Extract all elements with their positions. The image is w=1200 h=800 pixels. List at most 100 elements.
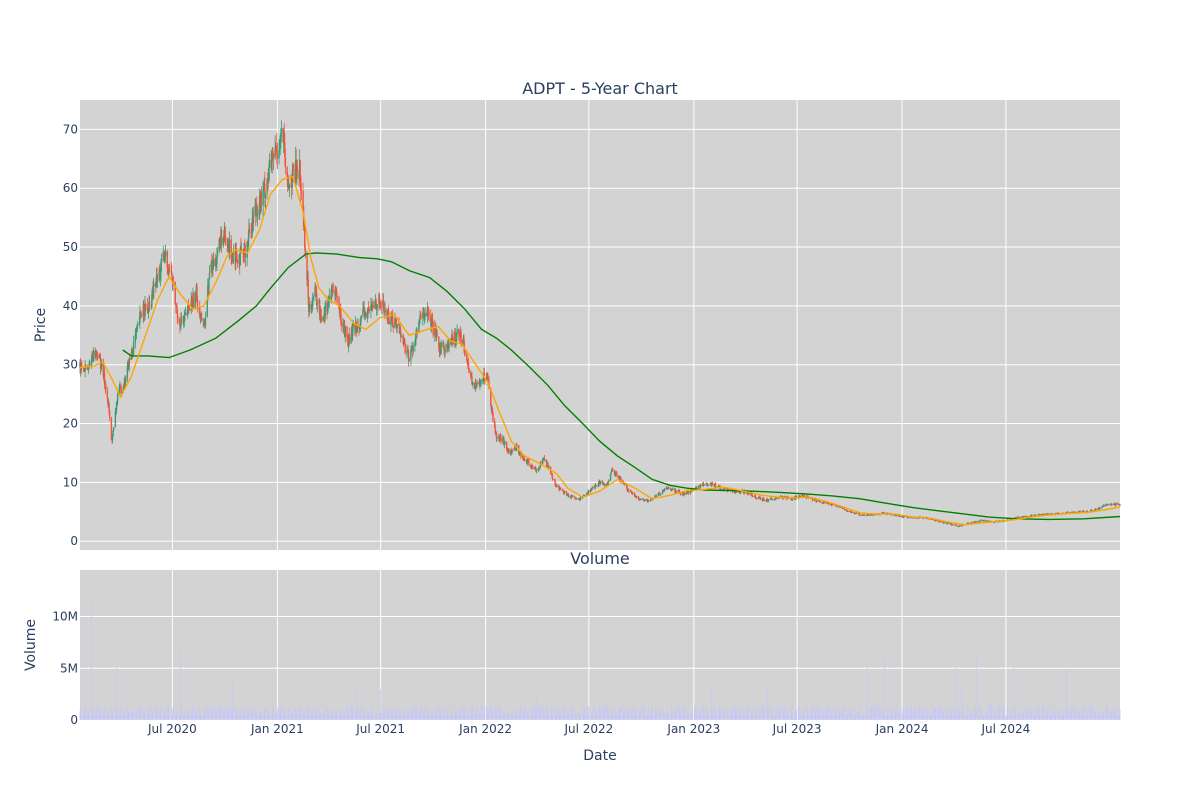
candle-body xyxy=(112,430,114,437)
volume-bar xyxy=(448,716,449,720)
volume-bar xyxy=(855,716,857,720)
volume-bar xyxy=(316,711,318,720)
volume-bar xyxy=(308,709,310,720)
candle-body xyxy=(147,308,150,314)
volume-bar xyxy=(523,709,525,720)
volume-bar xyxy=(420,708,421,720)
volume-bar xyxy=(881,708,883,720)
volume-bar xyxy=(909,707,911,720)
volume-bar xyxy=(692,710,694,720)
volume-bar xyxy=(506,714,508,720)
volume-bar xyxy=(819,706,821,720)
volume-bar xyxy=(269,712,270,720)
candle-body xyxy=(971,522,973,524)
candle-body xyxy=(518,452,520,454)
candle-body xyxy=(637,496,640,500)
volume-bar xyxy=(943,715,945,720)
candle-body xyxy=(679,492,681,495)
volume-bar xyxy=(914,705,916,720)
candle-body xyxy=(484,378,486,381)
candle-body xyxy=(853,512,855,514)
candle-body xyxy=(486,373,489,376)
volume-bar xyxy=(716,715,718,720)
volume-bar xyxy=(691,714,692,720)
volume-bar xyxy=(512,714,514,720)
candle-body xyxy=(468,368,470,374)
volume-bar xyxy=(864,716,865,720)
volume-bar xyxy=(249,705,250,720)
volume-bar xyxy=(436,713,438,720)
volume-bar xyxy=(386,711,388,720)
volume-bar xyxy=(759,714,760,720)
volume-bar xyxy=(917,708,919,720)
candle-body xyxy=(199,308,201,317)
volume-bar xyxy=(614,709,615,720)
volume-bar xyxy=(1030,712,1031,720)
candle-body xyxy=(296,166,298,177)
candle-body xyxy=(398,324,400,326)
volume-bar xyxy=(550,708,552,720)
candle-body xyxy=(769,498,771,500)
volume-bar xyxy=(730,706,732,720)
volume-bar xyxy=(759,704,761,720)
volume-bar xyxy=(270,716,272,720)
candle-body xyxy=(1113,504,1115,505)
candle-body xyxy=(658,492,661,495)
volume-bar xyxy=(890,707,892,720)
volume-bar xyxy=(775,716,776,720)
candle-body xyxy=(400,335,402,337)
volume-bar xyxy=(1002,706,1003,720)
volume-bar xyxy=(464,708,466,720)
volume-bar xyxy=(610,716,611,720)
volume-bar xyxy=(866,663,868,720)
volume-bar xyxy=(382,710,384,720)
volume-bar xyxy=(921,712,923,720)
volume-bar xyxy=(346,704,348,720)
volume-bar xyxy=(679,715,680,720)
volume-bar xyxy=(682,716,683,720)
volume-bar xyxy=(1086,714,1088,720)
candle-body xyxy=(539,466,541,468)
volume-bar xyxy=(447,716,449,720)
volume-bar xyxy=(310,712,312,720)
volume-bar xyxy=(324,704,326,720)
volume-bar xyxy=(128,711,130,720)
volume-bar xyxy=(400,716,402,720)
volume-bar xyxy=(934,709,935,720)
volume-bar xyxy=(1054,713,1056,720)
volume-bar xyxy=(808,714,809,720)
candle-body xyxy=(1015,517,1017,519)
volume-bar xyxy=(284,715,286,720)
volume-bar xyxy=(861,714,863,720)
volume-bar xyxy=(478,712,480,720)
volume-bar xyxy=(426,709,428,720)
candle-body xyxy=(326,308,329,312)
volume-bar xyxy=(242,704,244,720)
candle-body xyxy=(869,514,871,516)
volume-bar xyxy=(443,715,445,720)
volume-bar xyxy=(623,710,625,720)
volume-bar xyxy=(950,706,951,720)
candle-body xyxy=(244,243,246,254)
candle-body xyxy=(1019,517,1021,519)
candle-body xyxy=(431,319,434,322)
candle-body xyxy=(642,498,644,500)
volume-bar xyxy=(239,710,241,720)
candle-body xyxy=(556,484,558,488)
volume-bar xyxy=(347,706,348,720)
volume-bar xyxy=(295,708,297,720)
candle-body xyxy=(419,315,421,321)
volume-bar xyxy=(973,708,975,720)
volume-bar xyxy=(299,708,301,720)
candle-body xyxy=(200,313,203,321)
volume-bar xyxy=(927,708,929,720)
volume-bar xyxy=(1101,712,1103,720)
volume-bar xyxy=(1085,706,1087,720)
candle-body xyxy=(1107,504,1109,506)
volume-bar xyxy=(423,712,424,720)
volume-bar xyxy=(840,710,841,720)
candle-body xyxy=(244,253,247,258)
volume-bar xyxy=(1027,708,1028,720)
volume-bar xyxy=(100,714,102,720)
